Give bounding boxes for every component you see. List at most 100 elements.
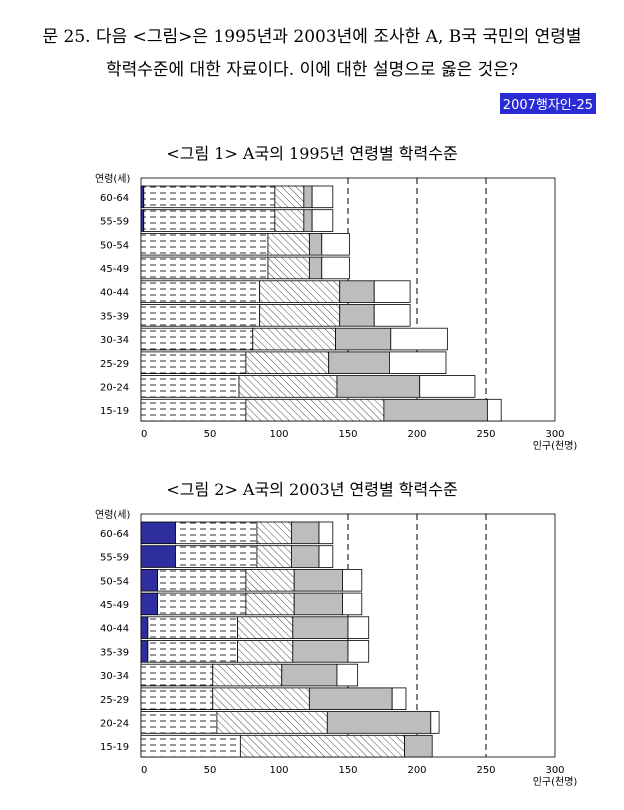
bar-segment-3 [245, 398, 385, 422]
bar-segment-1 [140, 592, 158, 616]
bar-segment-2 [143, 209, 276, 232]
bar-segment-5 [373, 304, 411, 327]
bar-segment-2 [140, 327, 254, 351]
category-label: 20-24 [100, 718, 129, 729]
bar-segment-3 [274, 209, 305, 232]
category-label: 55-59 [100, 217, 129, 228]
bar-segment-4 [339, 304, 375, 327]
bar-segment-5 [347, 640, 370, 663]
bar-segment-5 [373, 280, 411, 303]
bar-segment-4 [326, 711, 432, 734]
category-label: 55-59 [100, 553, 129, 564]
category-label: 30-34 [100, 335, 129, 346]
bar-segment-3 [245, 592, 295, 616]
category-label: 30-34 [100, 671, 129, 682]
bar-segment-2 [140, 233, 269, 256]
bar-segment-5 [321, 233, 350, 256]
category-label: 40-44 [100, 624, 129, 635]
category-label: 45-49 [100, 600, 129, 611]
bar-segment-3 [237, 640, 294, 663]
category-label: 35-39 [100, 647, 129, 658]
bar-segment-1 [140, 209, 145, 232]
x-tick-label: 200 [407, 429, 426, 440]
bar-segment-5 [318, 521, 334, 545]
bar-segment-1 [140, 185, 145, 209]
bar-segment-2 [147, 616, 238, 639]
bar-segment-2 [140, 663, 214, 687]
x-axis-label: 인구(천명) [533, 440, 578, 452]
category-label: 15-19 [100, 742, 129, 753]
bar-segment-3 [212, 663, 283, 687]
bar-segment-2 [143, 185, 276, 209]
bar-segment-2 [157, 592, 247, 616]
bar-segment-4 [281, 663, 338, 687]
bar-segment-4 [292, 640, 349, 663]
bar-segment-4 [339, 280, 375, 303]
category-label: 60-64 [100, 529, 129, 540]
bar-segment-3 [256, 545, 292, 568]
bar-segment-5 [321, 256, 350, 280]
category-label: 20-24 [100, 382, 129, 393]
bar-segment-2 [140, 280, 261, 303]
bar-segment-3 [212, 687, 310, 710]
bar-segment-1 [140, 616, 149, 639]
x-tick-label: 250 [476, 765, 495, 776]
bar-segment-5 [388, 351, 447, 374]
bar-segment-3 [267, 233, 310, 256]
x-tick-label: 100 [269, 429, 288, 440]
bar-segment-4 [293, 569, 343, 592]
x-tick-label: 50 [204, 765, 217, 776]
bar-segment-5 [430, 711, 440, 734]
bar-segment-5 [347, 616, 370, 639]
x-tick-label: 200 [407, 765, 426, 776]
bar-segment-4 [303, 185, 313, 209]
bar-segment-2 [140, 398, 247, 422]
bar-segment-2 [140, 351, 247, 374]
bar-segment-4 [383, 398, 488, 422]
question-line-1: 문 25. 다음 <그림>은 1995년과 2003년에 조사한 A, B국 국… [42, 27, 582, 47]
bar-segment-2 [140, 304, 261, 327]
bar-segment-4 [336, 375, 421, 398]
bar-segment-5 [311, 209, 334, 232]
x-tick-label: 150 [338, 429, 357, 440]
bar-segment-4 [308, 256, 323, 280]
category-label: 40-44 [100, 288, 129, 299]
bar-segment-5 [318, 545, 334, 568]
bar-segment-5 [486, 398, 502, 422]
bar-segment-2 [140, 734, 241, 758]
bar-segment-1 [140, 640, 149, 663]
bar-segment-3 [267, 256, 310, 280]
x-tick-label: 50 [204, 429, 217, 440]
bar-segment-1 [140, 521, 176, 545]
bar-segment-4 [291, 545, 320, 568]
bar-segment-5 [419, 375, 476, 398]
question-line-2: 학력수준에 대한 자료이다. 이에 대한 설명으로 옳은 것은? [105, 60, 519, 80]
bar-segment-3 [239, 734, 405, 758]
bar-segment-3 [237, 616, 294, 639]
bar-segment-1 [140, 569, 158, 592]
bar-segment-5 [311, 185, 334, 209]
bar-segment-2 [140, 687, 214, 710]
y-axis-label: 연령(세) [95, 173, 131, 185]
x-tick-label: 250 [476, 429, 495, 440]
bar-segment-2 [140, 256, 269, 280]
bar-segment-4 [335, 327, 392, 351]
bar-segment-4 [292, 616, 349, 639]
chart-2: 연령(세) 60-64 55-59 50-54 45-49 40-44 35-39 30-34… [95, 509, 577, 788]
bar-segment-5 [390, 327, 448, 351]
bar-segment-4 [291, 521, 320, 545]
x-tick-label: 100 [269, 765, 288, 776]
bar-segment-5 [391, 687, 407, 710]
bar-segment-4 [308, 233, 323, 256]
bar-segment-3 [259, 280, 341, 303]
bar-segment-3 [245, 351, 330, 374]
bar-segment-2 [175, 521, 258, 545]
x-tick-label: 300 [545, 765, 564, 776]
bar-segment-4 [328, 351, 390, 374]
category-label: 15-19 [100, 406, 129, 417]
source-tag: 2007행자인-25 [499, 93, 596, 114]
bar-segment-4 [404, 734, 433, 758]
category-label: 35-39 [100, 311, 129, 322]
bar-segment-3 [256, 521, 292, 545]
category-label: 50-54 [100, 240, 129, 251]
